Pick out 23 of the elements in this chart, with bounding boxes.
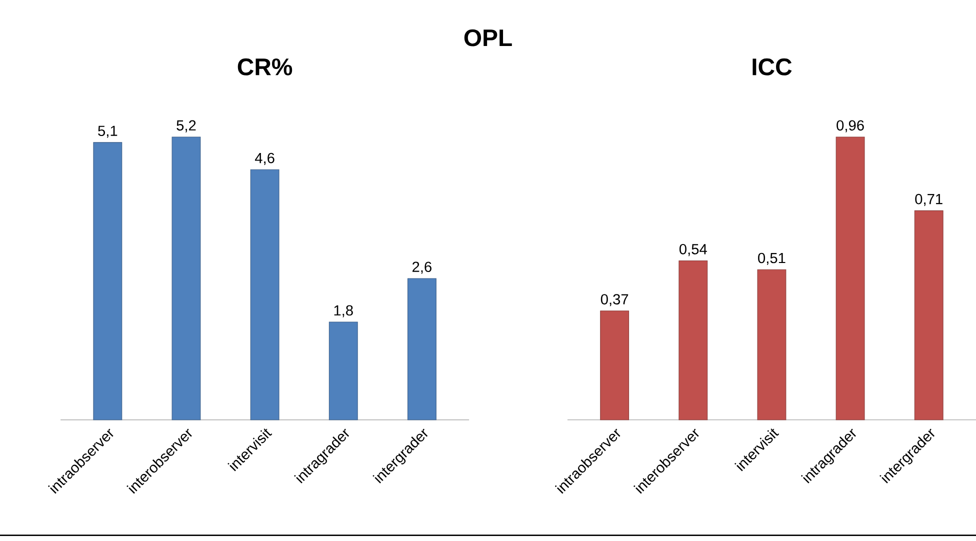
chart-title: CR% — [238, 58, 292, 76]
data-label: 2,6 — [412, 262, 432, 274]
bar — [172, 136, 201, 420]
bar — [250, 169, 280, 420]
data-label: 4,6 — [254, 152, 274, 165]
data-label: 0,96 — [836, 120, 864, 132]
data-label: 5,1 — [98, 126, 118, 138]
bar — [757, 269, 786, 420]
bar — [407, 278, 436, 420]
data-label: 0,54 — [679, 244, 707, 256]
bar — [678, 260, 708, 420]
data-label: 1,8 — [334, 305, 353, 318]
bar — [836, 136, 865, 420]
chart-title: ICC — [752, 58, 792, 76]
bar — [328, 322, 358, 420]
bar — [93, 142, 122, 420]
data-label: 0,37 — [600, 294, 628, 306]
data-label: 5,2 — [176, 120, 196, 132]
bar — [914, 210, 944, 420]
text: OPL — [464, 29, 512, 46]
bar — [600, 310, 630, 420]
data-label: 0,71 — [915, 194, 942, 206]
data-label: 0,51 — [758, 252, 786, 265]
